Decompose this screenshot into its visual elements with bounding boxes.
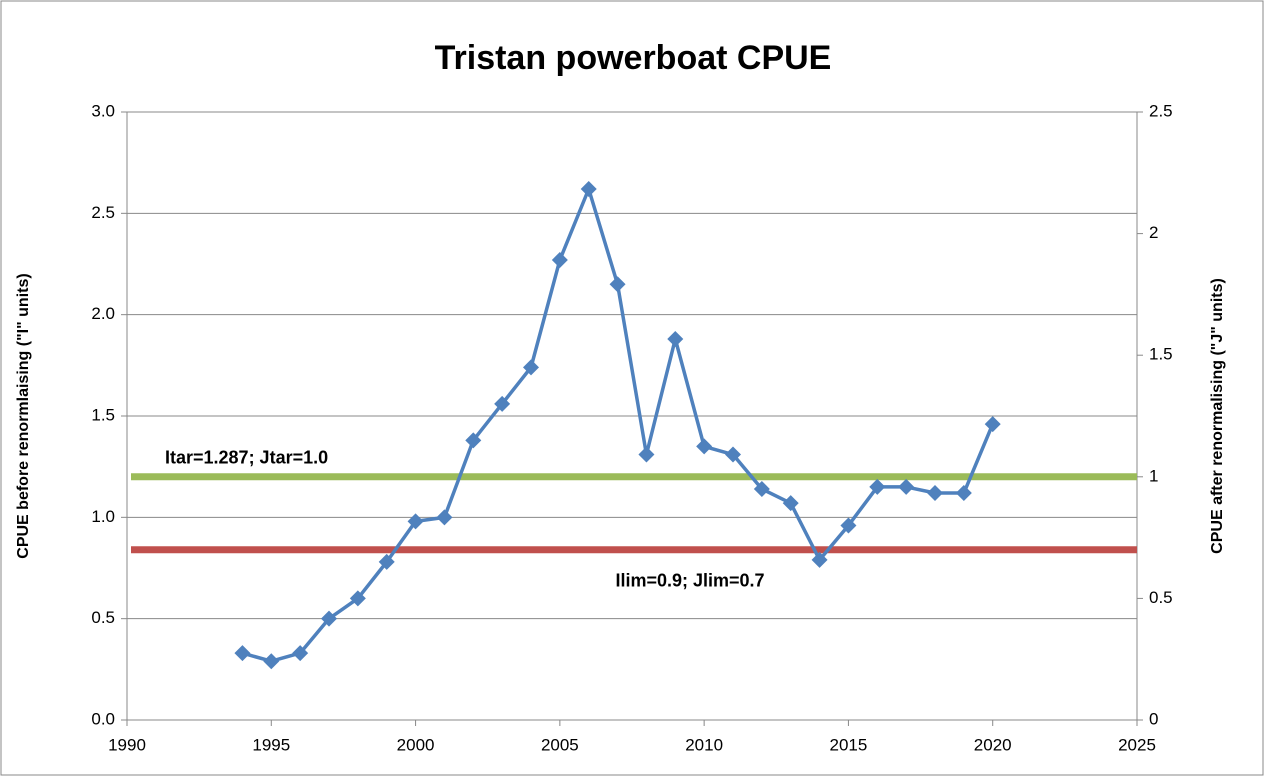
x-tick-label: 2000 xyxy=(397,735,435,754)
reference-label: Ilim=0.9; Jlim=0.7 xyxy=(615,571,764,591)
marker xyxy=(580,181,597,198)
x-tick-label: 1990 xyxy=(108,735,146,754)
marker xyxy=(725,446,741,463)
marker xyxy=(551,251,568,268)
marker xyxy=(263,653,280,670)
marker xyxy=(378,553,395,570)
y-tick-label: 0.0 xyxy=(91,709,115,728)
y2-tick-label: 0 xyxy=(1149,709,1158,728)
marker xyxy=(811,551,828,568)
marker xyxy=(494,395,511,412)
marker xyxy=(523,359,539,376)
marker xyxy=(869,478,886,495)
y2-tick-label: 1 xyxy=(1149,466,1158,485)
y-tick-label: 1.5 xyxy=(91,405,115,424)
marker xyxy=(696,438,713,455)
y-tick-label: 2.5 xyxy=(91,203,115,222)
marker xyxy=(609,276,626,293)
y2-tick-label: 1.5 xyxy=(1149,345,1173,364)
y-axis-label: CPUE before renormlaising ("I" units) xyxy=(15,273,32,558)
y2-tick-label: 2 xyxy=(1149,223,1158,242)
y-tick-label: 0.5 xyxy=(91,608,115,627)
marker xyxy=(321,610,337,627)
marker xyxy=(465,432,482,449)
marker xyxy=(234,645,251,662)
marker xyxy=(955,485,972,502)
y2-tick-label: 0.5 xyxy=(1149,588,1173,607)
marker xyxy=(292,645,309,662)
x-tick-label: 2010 xyxy=(685,735,723,754)
chart-title: Tristan powerboat CPUE xyxy=(435,39,832,77)
marker xyxy=(840,517,857,534)
x-tick-label: 2015 xyxy=(830,735,868,754)
y2-axis-label: CPUE after renormalising ("J" units) xyxy=(1209,278,1226,554)
y-tick-label: 1.0 xyxy=(91,507,115,526)
marker xyxy=(407,513,424,530)
marker xyxy=(667,330,684,347)
marker xyxy=(753,480,770,497)
reference-label: Itar=1.287; Jtar=1.0 xyxy=(165,448,328,468)
marker xyxy=(436,509,453,526)
marker xyxy=(927,485,943,502)
marker xyxy=(984,416,1001,433)
marker xyxy=(898,478,915,495)
x-tick-label: 2025 xyxy=(1118,735,1156,754)
y-tick-label: 2.0 xyxy=(91,304,115,323)
y-tick-label: 3.0 xyxy=(91,101,115,120)
x-tick-label: 1995 xyxy=(252,735,290,754)
marker xyxy=(638,446,655,463)
marker xyxy=(349,590,366,607)
x-tick-label: 2020 xyxy=(974,735,1012,754)
x-tick-label: 2005 xyxy=(541,735,579,754)
marker xyxy=(782,495,799,512)
y2-tick-label: 2.5 xyxy=(1149,101,1173,120)
